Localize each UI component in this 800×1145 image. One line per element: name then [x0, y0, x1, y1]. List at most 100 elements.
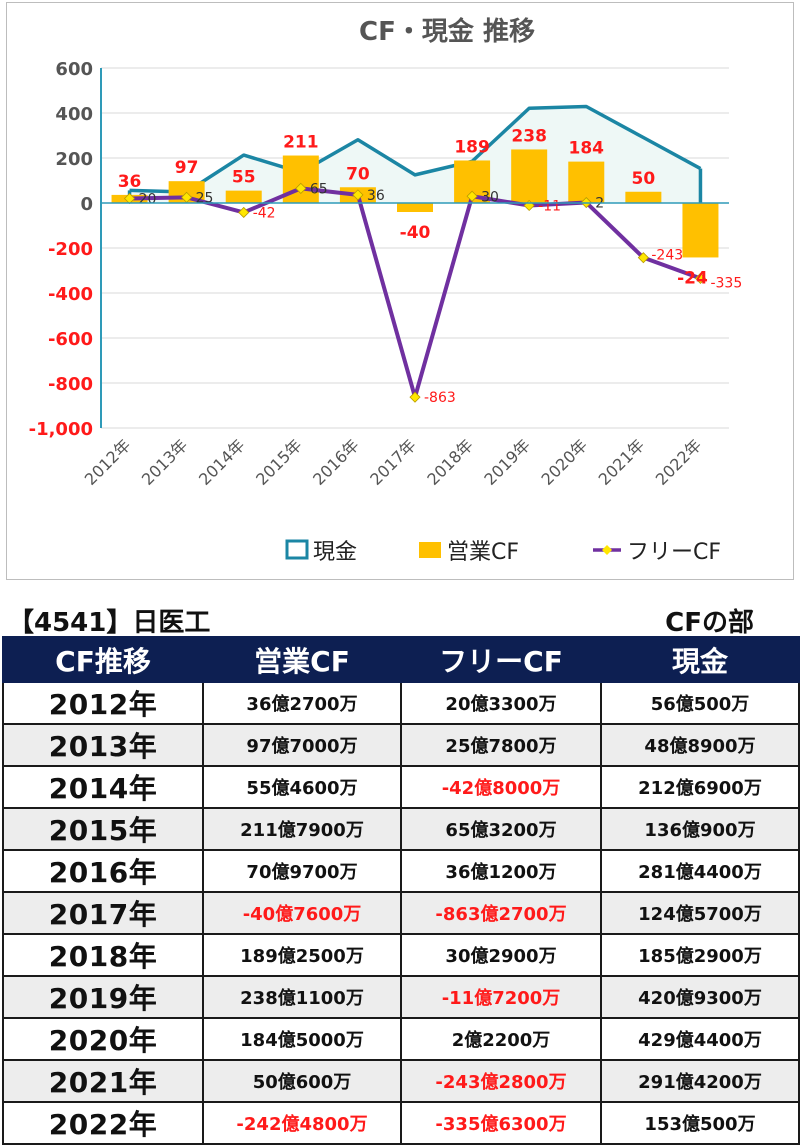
free-cf-marker: [352, 189, 364, 201]
col-header-free-cf: フリーCF: [400, 636, 602, 683]
operating-cf-label: -40: [400, 223, 431, 243]
stock-title: 【4541】日医工: [8, 608, 211, 638]
table-row: 2015年 211億7900万 65億3200万 136億900万: [2, 807, 800, 851]
free-cf-label: -243: [651, 248, 683, 264]
legend-operating-cf-swatch: [419, 542, 441, 558]
table-header-row: CF推移 営業CF フリーCF 現金: [2, 636, 800, 683]
free-cf-label: 36: [367, 188, 385, 204]
cell-year: 2017年: [2, 891, 204, 935]
free-cf-label: -863: [424, 390, 456, 406]
cell-operating-cf: 70億9700万: [202, 849, 402, 893]
cell-free-cf: -243億2800万: [400, 1059, 602, 1103]
x-tick-label: 2012年: [81, 435, 135, 489]
operating-cf-label: 211: [283, 133, 319, 153]
operating-cf-label: 55: [232, 168, 256, 188]
x-tick-label: 2020年: [538, 435, 592, 489]
table-row: 2014年 55億4600万 -42億8000万 212億6900万: [2, 765, 800, 809]
cash-area: [127, 104, 703, 203]
x-tick-label: 2015年: [252, 435, 306, 489]
operating-cf-label: 36: [118, 172, 142, 192]
legend-cash-swatch: [285, 539, 309, 560]
y-tick-label: -1,000: [29, 419, 93, 440]
y-tick-label: -600: [48, 329, 93, 350]
cell-operating-cf: 211億7900万: [202, 807, 402, 851]
cell-operating-cf: 238億1100万: [202, 975, 402, 1019]
cell-cash: 153億500万: [600, 1101, 800, 1145]
cell-free-cf: 65億3200万: [400, 807, 602, 851]
cell-operating-cf: 55億4600万: [202, 765, 402, 809]
section-header: 【4541】日医工 CFの部: [0, 602, 800, 638]
cell-cash: 281億4400万: [600, 849, 800, 893]
free-cf-line: [123, 182, 707, 403]
table-row: 2017年 -40億7600万 -863億2700万 124億5700万: [2, 891, 800, 935]
legend: 現金 営業CF フリーCF: [285, 539, 721, 565]
cf-table: CF推移 営業CF フリーCF 現金 2012年 36億2700万 20億3300万…: [2, 636, 800, 1145]
y-tick-label: 200: [55, 149, 93, 170]
table-row: 2018年 189億2500万 30億2900万 185億2900万: [2, 933, 800, 977]
cash-area-fill: [129, 106, 701, 203]
operating-cf-bar: [397, 203, 433, 212]
table-row: 2021年 50億600万 -243億2800万 291億4200万: [2, 1059, 800, 1103]
cell-cash: 136億900万: [600, 807, 800, 851]
table-row: 2012年 36億2700万 20億3300万 56億500万: [2, 681, 800, 725]
operating-cf-bar: [225, 190, 262, 203]
col-header-operating-cf: 営業CF: [202, 636, 402, 683]
cell-year: 2021年: [2, 1059, 204, 1103]
cell-operating-cf: 189億2500万: [202, 933, 402, 977]
x-tick-label: 2016年: [309, 435, 363, 489]
free-cf-label: -42: [253, 205, 276, 221]
cell-cash: 124億5700万: [600, 891, 800, 935]
free-cf-marker: [409, 391, 421, 403]
free-cf-label: 20: [139, 192, 157, 208]
cell-free-cf: 25億7800万: [400, 723, 602, 767]
free-cf-label: 25: [196, 190, 214, 206]
operating-cf-label: -24: [677, 268, 708, 288]
cell-year: 2013年: [2, 723, 204, 767]
chart-panel: CF・現金 推移 36 97 55 211 70 -40 189 238 184 50 -24 20 2…: [6, 2, 794, 580]
cell-operating-cf: -242億4800万: [202, 1101, 402, 1145]
operating-cf-bar: [625, 191, 662, 203]
cell-free-cf: -863億2700万: [400, 891, 602, 935]
x-tick-label: 2018年: [423, 435, 477, 489]
col-header-cash: 現金: [600, 636, 800, 683]
x-tick-label: 2021年: [595, 435, 649, 489]
legend-cash-label: 現金: [313, 540, 357, 565]
cell-cash: 48億8900万: [600, 723, 800, 767]
cell-cash: 291億4200万: [600, 1059, 800, 1103]
x-tick-label: 2017年: [366, 435, 420, 489]
cell-free-cf: -11億7200万: [400, 975, 602, 1019]
cell-operating-cf: 184億5000万: [202, 1017, 402, 1061]
y-tick-label: -800: [48, 374, 93, 395]
legend-free-cf-label: フリーCF: [627, 540, 721, 565]
cell-cash: 429億4400万: [600, 1017, 800, 1061]
operating-cf-label: 238: [511, 126, 547, 146]
free-cf-label: 65: [310, 181, 328, 197]
y-tick-label: -200: [48, 239, 93, 260]
cell-operating-cf: -40億7600万: [202, 891, 402, 935]
free-cf-marker: [637, 252, 649, 264]
cell-free-cf: -335億6300万: [400, 1101, 602, 1145]
operating-cf-label: 189: [454, 137, 490, 157]
cell-year: 2022年: [2, 1101, 204, 1145]
table-row: 2013年 97億7000万 25億7800万 48億8900万: [2, 723, 800, 767]
y-tick-label: -400: [48, 284, 93, 305]
table-row: 2019年 238億1100万 -11億7200万 420億9300万: [2, 975, 800, 1019]
cell-free-cf: 20億3300万: [400, 681, 602, 725]
y-tick-label: 600: [55, 59, 93, 80]
section-name: CFの部: [665, 608, 754, 638]
operating-cf-label: 184: [569, 139, 605, 159]
cell-year: 2018年: [2, 933, 204, 977]
cash-area-line: [129, 104, 702, 194]
cell-year: 2020年: [2, 1017, 204, 1061]
cell-free-cf: -42億8000万: [400, 765, 602, 809]
data-labels: 36 97 55 211 70 -40 189 238 184 50 -24 20 25 -42 65 36 -…: [118, 126, 743, 406]
free-cf-marker: [295, 182, 307, 194]
operating-cf-bar: [511, 149, 548, 203]
cell-cash: 56億500万: [600, 681, 800, 725]
legend-free-cf-marker: [602, 545, 612, 555]
operating-cf-label: 70: [346, 164, 370, 184]
table-row: 2020年 184億5000万 2億2200万 429億4400万: [2, 1017, 800, 1061]
y-tick-label: 0: [80, 194, 93, 215]
free-cf-label: 30: [481, 189, 499, 205]
